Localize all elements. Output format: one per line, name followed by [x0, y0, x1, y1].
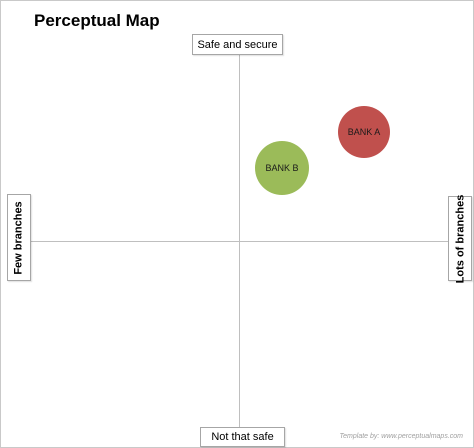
bank-a-bubble[interactable]: BANK A [338, 106, 390, 158]
page-title: Perceptual Map [34, 11, 160, 30]
template-credit: Template by: www.perceptualmaps.com [339, 433, 463, 440]
axis-label-bottom: Not that safe [200, 427, 285, 447]
horizontal-axis-line [31, 241, 448, 242]
axis-label-right-text: Lots of branches [454, 194, 466, 283]
axis-label-top: Safe and secure [192, 34, 283, 55]
bank-b-bubble[interactable]: BANK B [255, 141, 309, 195]
axis-label-top-text: Safe and secure [197, 38, 278, 51]
bank-b-label: BANK B [265, 163, 299, 173]
axis-label-left-text: Few branches [13, 200, 26, 275]
axis-label-bottom-text: Not that safe [211, 431, 274, 443]
bank-a-label: BANK A [347, 127, 381, 137]
axis-label-left: Few branches [7, 194, 31, 281]
axis-label-right: Lots of branches [448, 194, 472, 283]
